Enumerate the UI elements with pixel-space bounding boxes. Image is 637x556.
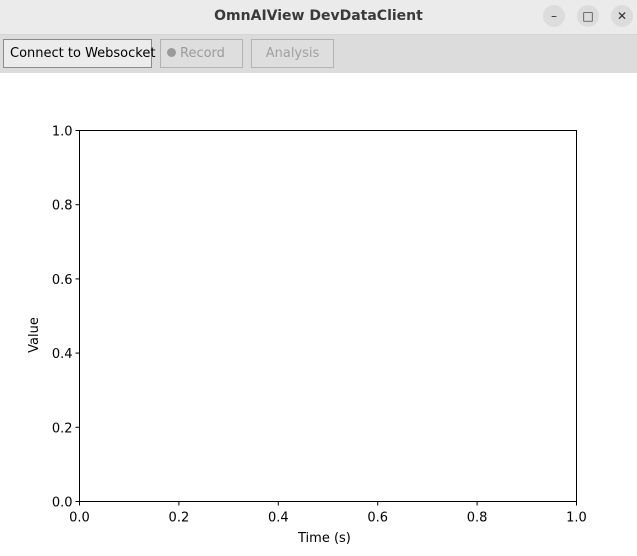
y-tick-label: 0.4 [52,347,73,362]
toolbar: Connect to Websocket Record Analysis [0,35,637,73]
analysis-button[interactable]: Analysis [251,39,334,68]
x-tick-label: 0.4 [268,511,289,526]
y-tick-label: 0.2 [52,421,73,436]
record-button[interactable]: Record [160,39,243,68]
x-tick-label: 0.6 [367,511,388,526]
y-axis-ticks: 0.0 0.2 0.4 0.6 0.8 1.0 [52,125,80,511]
title-bar: OmnAIView DevDataClient – □ ✕ [0,0,637,35]
y-tick-label: 1.0 [52,125,73,140]
x-tick-label: 0.8 [467,511,488,526]
record-label: Record [180,46,225,61]
x-tick-label: 1.0 [566,511,587,526]
y-tick-label: 0.6 [52,273,73,288]
x-tick-label: 0.0 [69,511,90,526]
minimize-button[interactable]: – [543,5,565,27]
minimize-icon: – [551,9,557,23]
close-icon: ✕ [616,9,628,23]
maximize-icon: □ [582,9,594,23]
y-tick-label: 0.0 [52,496,73,511]
record-dot-icon [167,48,176,57]
x-axis-label: Time (s) [297,531,351,546]
analysis-label: Analysis [265,46,320,61]
y-axis-label: Value [27,317,42,353]
plot-area: 0.0 0.2 0.4 0.6 0.8 1.0 0.0 0.2 0.4 0.6 0.8 1.0 Ti… [27,125,587,547]
connect-websocket-button[interactable]: Connect to Websocket [3,39,156,68]
y-tick-label: 0.8 [52,199,73,214]
x-axis-ticks: 0.0 0.2 0.4 0.6 0.8 1.0 [69,501,587,526]
window-title: OmnAIView DevDataClient [214,8,423,24]
close-button[interactable]: ✕ [611,5,633,27]
x-tick-label: 0.2 [169,511,190,526]
connect-websocket-label: Connect to Websocket [10,46,156,61]
maximize-button[interactable]: □ [577,5,599,27]
axes-frame [79,130,577,502]
